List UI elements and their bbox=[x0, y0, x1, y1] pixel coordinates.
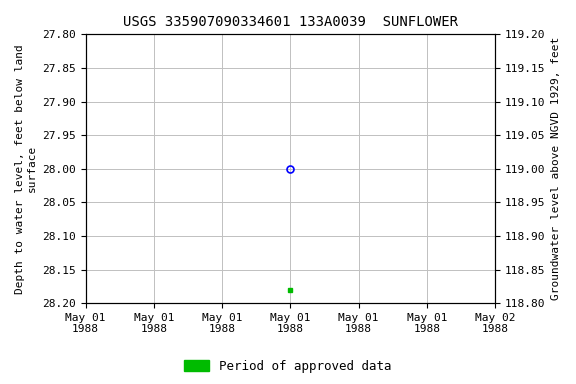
Y-axis label: Depth to water level, feet below land
surface: Depth to water level, feet below land su… bbox=[15, 44, 37, 294]
Y-axis label: Groundwater level above NGVD 1929, feet: Groundwater level above NGVD 1929, feet bbox=[551, 37, 561, 300]
Legend: Period of approved data: Period of approved data bbox=[179, 355, 397, 378]
Title: USGS 335907090334601 133A0039  SUNFLOWER: USGS 335907090334601 133A0039 SUNFLOWER bbox=[123, 15, 458, 29]
